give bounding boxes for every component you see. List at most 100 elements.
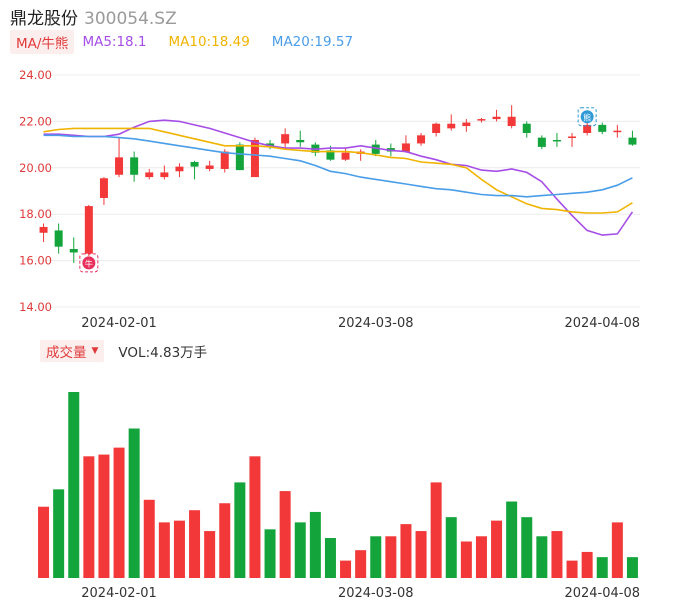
volume-bar[interactable] [219,503,231,578]
marker-frame [79,253,99,273]
volume-bar[interactable] [309,511,321,578]
candle[interactable] [39,223,48,243]
ma5-line [43,119,634,236]
candle[interactable] [492,109,501,122]
candle[interactable] [598,122,607,135]
volume-bar[interactable] [596,557,608,578]
volume-chart[interactable]: 2024-02-01 2024-03-08 2024-04-08 [0,370,686,606]
volume-bar[interactable] [53,489,65,578]
marker-frame [577,107,597,127]
volume-bar[interactable] [38,506,50,578]
volume-tag-label: 成交量 [46,345,87,361]
candle[interactable] [296,130,305,147]
volume-bar[interactable] [626,557,638,578]
candle-body [552,139,561,142]
candle[interactable] [568,133,577,147]
volume-bar[interactable] [340,560,352,578]
ma20-legend-label: MA20:19.57 [271,34,354,50]
volume-bar[interactable] [294,522,306,578]
candle[interactable] [432,122,441,137]
volume-bar[interactable] [611,522,623,578]
price-chart[interactable]: 24.00 22.00 20.00 18.00 16.00 14.00 牛 熊 2024-02-… [0,60,686,332]
ma-indicator-button[interactable]: MA/牛熊 [10,30,75,54]
candle-body [266,143,275,146]
candle[interactable] [613,124,622,138]
stock-code: 300054.SZ [84,9,177,29]
candle[interactable] [145,168,154,180]
candle[interactable] [130,151,139,182]
candle[interactable] [628,130,637,146]
volume-bar[interactable] [491,520,503,578]
candle[interactable] [160,165,169,180]
candle[interactable] [115,137,124,178]
volume-bar[interactable] [189,510,201,578]
candle-body [296,139,305,143]
volume-bar[interactable] [234,482,246,578]
volume-bar[interactable] [324,538,336,578]
volume-bar[interactable] [385,536,397,578]
volume-bar[interactable] [98,454,110,578]
volume-bar[interactable] [279,491,291,578]
volume-bar[interactable] [128,428,140,578]
candle[interactable] [281,128,290,149]
volume-bar[interactable] [400,524,412,578]
candle[interactable] [175,163,184,178]
bear-icon[interactable]: 熊 [577,107,597,127]
volume-bar[interactable] [158,522,170,578]
volume-bar[interactable] [430,482,442,578]
volume-bar[interactable] [264,529,276,578]
volume-bar[interactable] [551,531,563,578]
candle[interactable] [205,160,214,172]
candle[interactable] [84,204,93,256]
candle-body [537,137,546,147]
volume-bar[interactable] [536,536,548,578]
candle[interactable] [356,149,365,161]
candle[interactable] [401,135,410,153]
ma-legend: MA/牛熊 MA5:18.1 MA10:18.49 MA20:19.57 [10,30,375,54]
candle[interactable] [417,133,426,146]
candle[interactable] [522,121,531,138]
volume-bar[interactable] [83,456,95,578]
candle-body [145,172,154,178]
candle[interactable] [583,122,592,136]
candle[interactable] [552,133,561,147]
candle[interactable] [99,177,108,205]
volume-bar[interactable] [475,536,487,578]
candle[interactable] [54,223,63,254]
candle-body [628,137,637,145]
volume-bar[interactable] [173,520,185,578]
candle[interactable] [477,117,486,123]
candle[interactable] [537,135,546,150]
candle[interactable] [341,148,350,161]
volume-legend: 成交量 ▼ VOL:4.83万手 [40,340,207,362]
volume-bar[interactable] [370,536,382,578]
dropdown-triangle-icon: ▼ [91,346,99,356]
volume-bar[interactable] [204,531,216,578]
volume-bar[interactable] [68,392,80,578]
volume-bar[interactable] [521,517,533,578]
candle[interactable] [235,142,244,171]
candle[interactable] [69,237,78,263]
volume-bar[interactable] [113,447,125,578]
volume-bar[interactable] [460,541,472,578]
candle-body [175,166,184,172]
x-tick-label: 2024-02-01 [81,586,157,601]
volume-bar[interactable] [415,531,427,578]
candle-body [250,139,259,178]
candle[interactable] [250,137,259,178]
volume-bar[interactable] [566,560,578,578]
bull-icon[interactable]: 牛 [79,253,99,273]
candle[interactable] [507,105,516,129]
x-tick-label: 2024-02-01 [81,316,157,331]
candle[interactable] [462,119,471,132]
volume-bar[interactable] [506,501,518,578]
volume-bar[interactable] [249,456,261,578]
y-tick-label: 16.00 [19,254,52,268]
volume-bar[interactable] [445,517,457,578]
volume-indicator-button[interactable]: 成交量 ▼ [40,340,105,362]
volume-bar[interactable] [355,550,367,578]
candle[interactable] [190,160,199,180]
volume-bar[interactable] [143,499,155,578]
candle[interactable] [447,114,456,131]
volume-bar[interactable] [581,551,593,578]
